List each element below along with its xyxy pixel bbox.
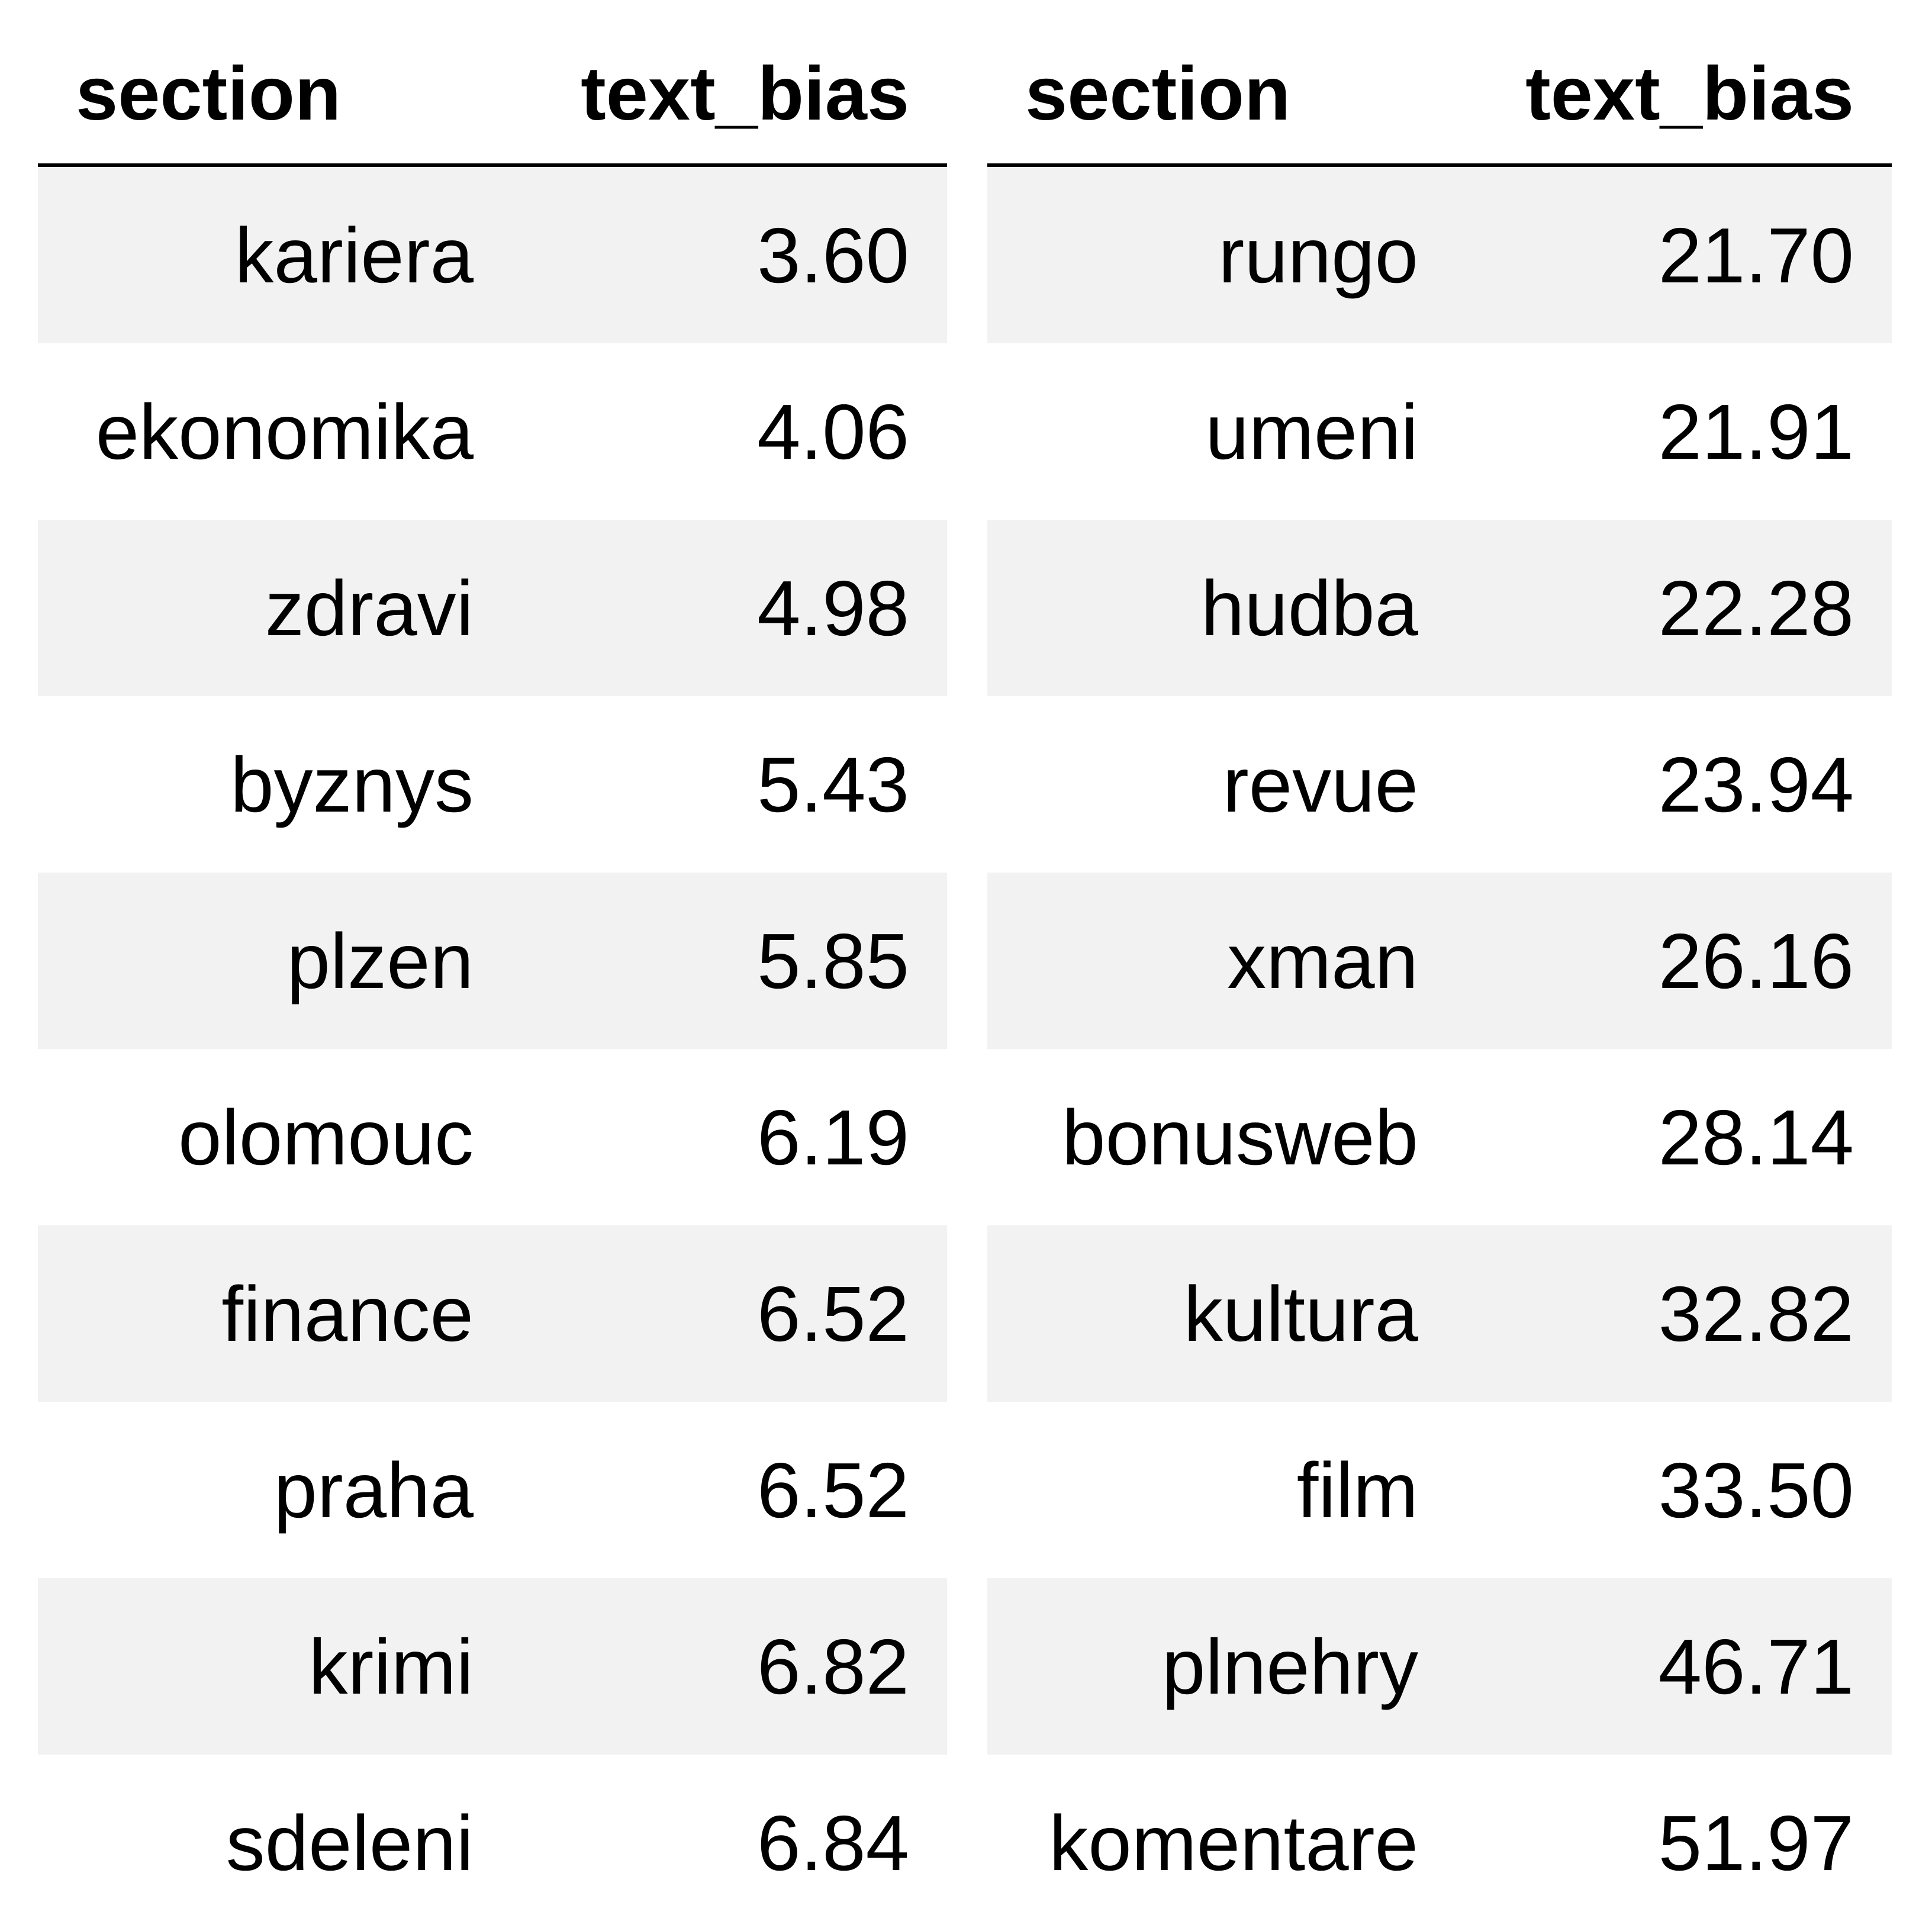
- cell-section: kariera: [38, 165, 474, 343]
- cell-text-bias: 23.94: [1418, 696, 1892, 873]
- table-row: umeni 21.91: [987, 343, 1892, 520]
- cell-section: komentare: [987, 1755, 1418, 1931]
- table-header: section text_bias: [987, 24, 1892, 167]
- cell-text-bias: 21.70: [1418, 165, 1892, 343]
- table-row: rungo 21.70: [987, 165, 1892, 343]
- cell-section: finance: [38, 1225, 474, 1402]
- cell-text-bias: 26.16: [1418, 873, 1892, 1049]
- cell-section: hudba: [987, 520, 1418, 696]
- cell-section: plnehry: [987, 1578, 1418, 1755]
- table-row: revue 23.94: [987, 696, 1892, 873]
- table-body: kariera 3.60 ekonomika 4.06 zdravi 4.98 byznys…: [38, 165, 947, 1931]
- highest-bias-table: section text_bias rungo 21.70 umeni 21.91 hu…: [987, 24, 1892, 1931]
- table-row: bonusweb 28.14: [987, 1049, 1892, 1225]
- table-row: komentare 51.97: [987, 1755, 1892, 1931]
- cell-section: krimi: [38, 1578, 474, 1755]
- cell-text-bias: 4.98: [474, 520, 947, 696]
- table-row: finance 6.52: [38, 1225, 947, 1402]
- cell-section: olomouc: [38, 1049, 474, 1225]
- lowest-bias-table: section text_bias kariera 3.60 ekonomika 4.…: [38, 24, 947, 1931]
- cell-text-bias: 51.97: [1418, 1755, 1892, 1931]
- table-row: plzen 5.85: [38, 873, 947, 1049]
- cell-text-bias: 21.91: [1418, 343, 1892, 520]
- table-body: rungo 21.70 umeni 21.91 hudba 22.28 revue 23.94…: [987, 165, 1892, 1931]
- column-header-section: section: [987, 24, 1418, 167]
- column-header-text-bias: text_bias: [1418, 24, 1892, 167]
- cell-text-bias: 5.85: [474, 873, 947, 1049]
- table-row: byznys 5.43: [38, 696, 947, 873]
- cell-section: umeni: [987, 343, 1418, 520]
- column-header-section: section: [38, 24, 474, 167]
- cell-text-bias: 6.84: [474, 1755, 947, 1931]
- cell-section: revue: [987, 696, 1418, 873]
- cell-section: sdeleni: [38, 1755, 474, 1931]
- table-row: kariera 3.60: [38, 165, 947, 343]
- table-row: olomouc 6.19: [38, 1049, 947, 1225]
- table-row: xman 26.16: [987, 873, 1892, 1049]
- header-row: section text_bias: [38, 24, 947, 167]
- cell-text-bias: 46.71: [1418, 1578, 1892, 1755]
- cell-section: zdravi: [38, 520, 474, 696]
- cell-text-bias: 28.14: [1418, 1049, 1892, 1225]
- cell-text-bias: 6.19: [474, 1049, 947, 1225]
- cell-section: xman: [987, 873, 1418, 1049]
- cell-text-bias: 6.52: [474, 1402, 947, 1578]
- table-row: zdravi 4.98: [38, 520, 947, 696]
- cell-section: plzen: [38, 873, 474, 1049]
- header-row: section text_bias: [987, 24, 1892, 167]
- table-row: plnehry 46.71: [987, 1578, 1892, 1755]
- table-row: sdeleni 6.84: [38, 1755, 947, 1931]
- table-row: ekonomika 4.06: [38, 343, 947, 520]
- table-row: krimi 6.82: [38, 1578, 947, 1755]
- cell-section: ekonomika: [38, 343, 474, 520]
- column-header-text-bias: text_bias: [474, 24, 947, 167]
- cell-section: praha: [38, 1402, 474, 1578]
- table-row: film 33.50: [987, 1402, 1892, 1578]
- cell-section: film: [987, 1402, 1418, 1578]
- cell-text-bias: 5.43: [474, 696, 947, 873]
- cell-text-bias: 33.50: [1418, 1402, 1892, 1578]
- table-row: kultura 32.82: [987, 1225, 1892, 1402]
- cell-text-bias: 4.06: [474, 343, 947, 520]
- cell-text-bias: 3.60: [474, 165, 947, 343]
- cell-section: kultura: [987, 1225, 1418, 1402]
- cell-text-bias: 6.82: [474, 1578, 947, 1755]
- cell-text-bias: 22.28: [1418, 520, 1892, 696]
- cell-text-bias: 32.82: [1418, 1225, 1892, 1402]
- cell-section: bonusweb: [987, 1049, 1418, 1225]
- table-header: section text_bias: [38, 24, 947, 167]
- cell-text-bias: 6.52: [474, 1225, 947, 1402]
- table-row: praha 6.52: [38, 1402, 947, 1578]
- cell-section: rungo: [987, 165, 1418, 343]
- cell-section: byznys: [38, 696, 474, 873]
- table-row: hudba 22.28: [987, 520, 1892, 696]
